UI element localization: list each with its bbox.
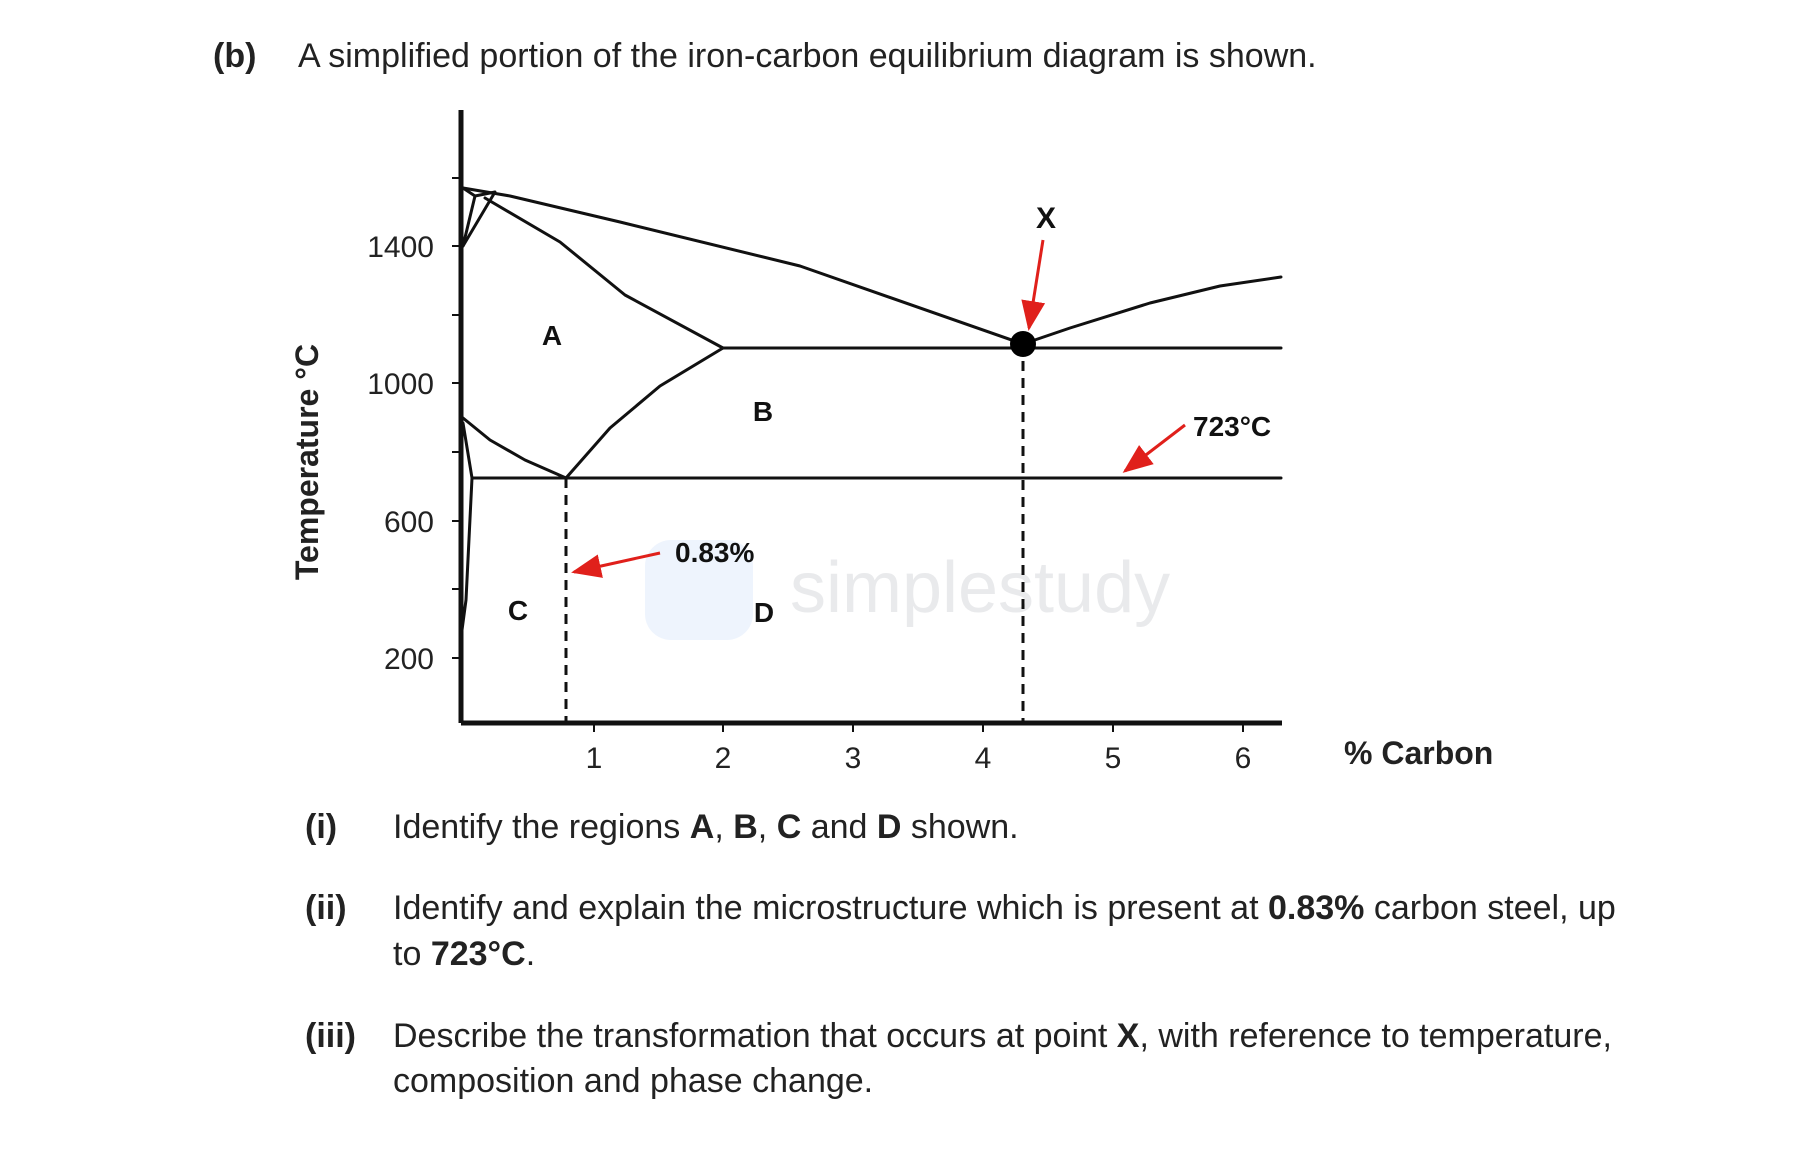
text-segment: shown. xyxy=(901,808,1019,846)
x-tick-label: 3 xyxy=(845,742,862,775)
part-iii-text-line1: Describe the transformation that occurs … xyxy=(393,1014,1612,1058)
question-label: (b) xyxy=(213,37,257,75)
x-tick-label: 6 xyxy=(1235,742,1252,775)
phase-boundaries xyxy=(460,186,1283,632)
question-intro: A simplified portion of the iron-carbon … xyxy=(298,37,1317,75)
region-label-a: A xyxy=(542,320,562,351)
solidus xyxy=(483,196,725,350)
delta-region-2 xyxy=(461,190,497,248)
y-ticks xyxy=(452,177,461,659)
text-segment: , with reference to temperature, xyxy=(1139,1017,1612,1055)
y-tick-label: 200 xyxy=(384,643,434,676)
y-tick-label: 1400 xyxy=(367,231,434,264)
watermark: simplestudy xyxy=(645,540,1170,640)
part-i-text: Identify the regions A, B, C and D shown… xyxy=(393,805,1019,849)
iron-carbon-diagram: simplestudy 1400 1000 600 200 1 2 3 4 5 … xyxy=(289,110,1493,775)
text-segment: Identify the regions xyxy=(393,808,690,846)
part-ii-text-line2: to 723°C. xyxy=(393,932,535,976)
text-segment: Describe the transformation that occurs … xyxy=(393,1017,1117,1055)
point-x-label: X xyxy=(1036,202,1056,235)
part-ii-number: (ii) xyxy=(305,889,347,927)
y-tick-label: 1000 xyxy=(367,368,434,401)
region-label-d: D xyxy=(754,597,774,628)
acm-line xyxy=(564,346,725,480)
arrow-to-723 xyxy=(1122,423,1186,473)
annotation-0-83: 0.83% xyxy=(675,537,754,568)
text-segment: , xyxy=(757,808,777,846)
liquidus-right xyxy=(1021,275,1283,346)
part-iii-number: (iii) xyxy=(305,1017,356,1055)
text-segment: 0.83% xyxy=(1268,889,1365,927)
y-tick-label: 600 xyxy=(384,506,434,539)
arrow-to-0-83 xyxy=(571,551,661,578)
text-segment: C xyxy=(776,808,802,846)
region-label-b: B xyxy=(753,396,773,427)
part-ii-text-line1: Identify and explain the microstructure … xyxy=(393,886,1616,930)
text-segment: A xyxy=(689,808,715,846)
a3-line xyxy=(461,416,568,480)
text-segment: composition and phase change. xyxy=(393,1062,874,1100)
text-segment: X xyxy=(1116,1017,1140,1055)
part-i-number: (i) xyxy=(305,808,338,846)
x-ticks xyxy=(593,723,1244,732)
watermark-logo-icon xyxy=(645,540,753,640)
region-label-c: C xyxy=(508,595,528,626)
y-axis-label: Temperature °C xyxy=(289,344,325,580)
x-tick-label: 1 xyxy=(586,742,603,775)
x-tick-label: 5 xyxy=(1105,742,1122,775)
text-segment: carbon steel, up xyxy=(1364,889,1616,927)
watermark-text: simplestudy xyxy=(790,548,1170,628)
text-segment: B xyxy=(733,808,758,846)
x-tick-label: 4 xyxy=(975,742,992,775)
text-segment: , xyxy=(714,808,734,846)
text-segment: Identify and explain the microstructure … xyxy=(393,889,1268,927)
arrow-to-x xyxy=(1021,239,1046,331)
point-x-marker xyxy=(1010,331,1036,357)
part-iii-text-line2: composition and phase change. xyxy=(393,1059,873,1103)
text-segment: 723°C xyxy=(430,935,526,973)
text-segment: . xyxy=(525,935,536,973)
text-segment: D xyxy=(876,808,902,846)
annotation-723: 723°C xyxy=(1193,411,1271,442)
ferrite-line xyxy=(460,421,474,632)
x-axis-label: % Carbon xyxy=(1344,735,1493,771)
text-segment: to xyxy=(393,935,431,973)
text-segment: and xyxy=(801,808,877,846)
x-tick-label: 2 xyxy=(715,742,732,775)
